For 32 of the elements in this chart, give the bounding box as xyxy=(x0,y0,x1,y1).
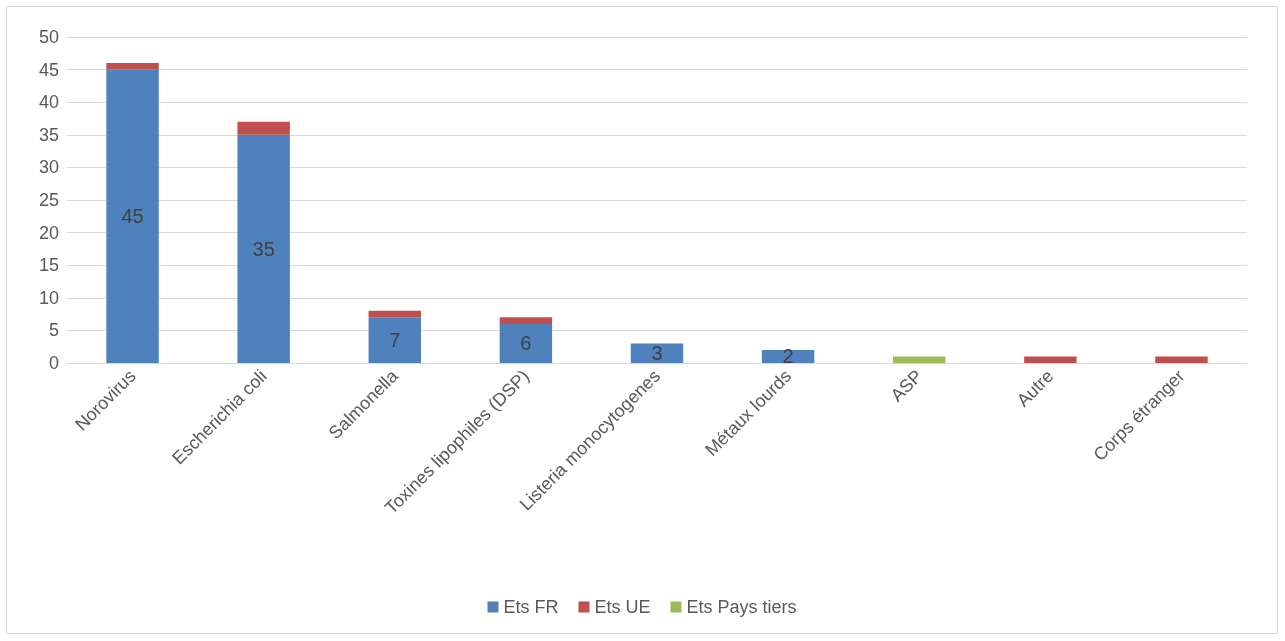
y-tick-label: 5 xyxy=(48,320,59,341)
bar xyxy=(499,317,553,324)
data-label: 7 xyxy=(389,329,401,352)
y-tick-label: 25 xyxy=(38,190,59,210)
y-tick-label: 0 xyxy=(48,353,59,373)
bar xyxy=(1155,356,1208,363)
bar xyxy=(237,134,290,363)
bar xyxy=(1024,356,1077,363)
y-tick-label: 35 xyxy=(38,124,59,145)
data-label: 45 xyxy=(121,205,144,228)
bar xyxy=(237,121,290,135)
y-tick-label: 30 xyxy=(38,157,59,178)
legend-label: Ets FR xyxy=(503,597,559,617)
y-tick-label: 10 xyxy=(38,287,59,308)
y-tick-label: 15 xyxy=(38,255,59,276)
legend-label: Ets UE xyxy=(594,597,651,617)
data-label: 2 xyxy=(782,345,794,368)
legend-label: Ets Pays tiers xyxy=(686,597,797,617)
bar xyxy=(106,69,159,363)
y-tick-label: 50 xyxy=(38,27,59,47)
bar xyxy=(893,356,946,363)
data-label: 6 xyxy=(520,332,532,355)
y-tick-label: 40 xyxy=(38,92,59,113)
bar xyxy=(499,323,553,363)
bar xyxy=(368,310,421,318)
bar xyxy=(106,63,159,70)
bar xyxy=(630,343,684,363)
bar xyxy=(368,317,421,363)
data-label: 35 xyxy=(252,237,275,260)
data-label: 3 xyxy=(651,342,663,365)
y-tick-label: 45 xyxy=(38,59,59,80)
y-tick-label: 20 xyxy=(38,222,59,243)
